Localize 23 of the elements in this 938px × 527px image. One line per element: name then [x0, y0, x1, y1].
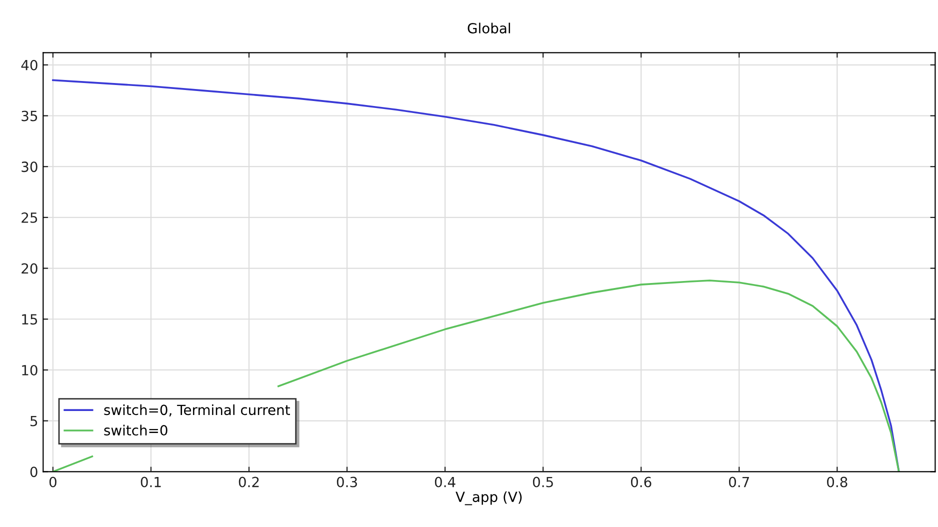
x-tick-label: 0.8: [827, 476, 848, 488]
x-tick-label: 0: [49, 476, 56, 488]
y-tick-label: 40: [21, 60, 38, 70]
y-tick-label: 0: [30, 466, 38, 478]
y-tick-label: 15: [22, 314, 38, 325]
y-tick-label: 35: [22, 110, 38, 122]
y-tick-label: 25: [22, 212, 38, 223]
y-tick-label: 20: [22, 263, 38, 274]
x-axis-title: V_app (V): [456, 491, 522, 506]
x-tick-label: 0.2: [238, 476, 259, 488]
x-tick-label: 0.1: [140, 476, 161, 488]
y-tick-label: 10: [22, 364, 38, 376]
legend-label: switch=0, Terminal current: [104, 404, 290, 417]
x-tick-label: 0.3: [336, 476, 357, 488]
chart-title: Global: [468, 22, 510, 34]
x-tick-label: 0.6: [630, 476, 652, 488]
y-tick-label: 30: [22, 162, 38, 172]
x-tick-label: 0.4: [434, 476, 456, 488]
y-tick-label: 5: [30, 416, 38, 426]
line-series: [52, 79, 900, 472]
x-tick-label: 0.5: [532, 476, 553, 488]
legend-label: switch=0: [104, 424, 168, 436]
x-tick-label: 0.7: [729, 476, 749, 488]
